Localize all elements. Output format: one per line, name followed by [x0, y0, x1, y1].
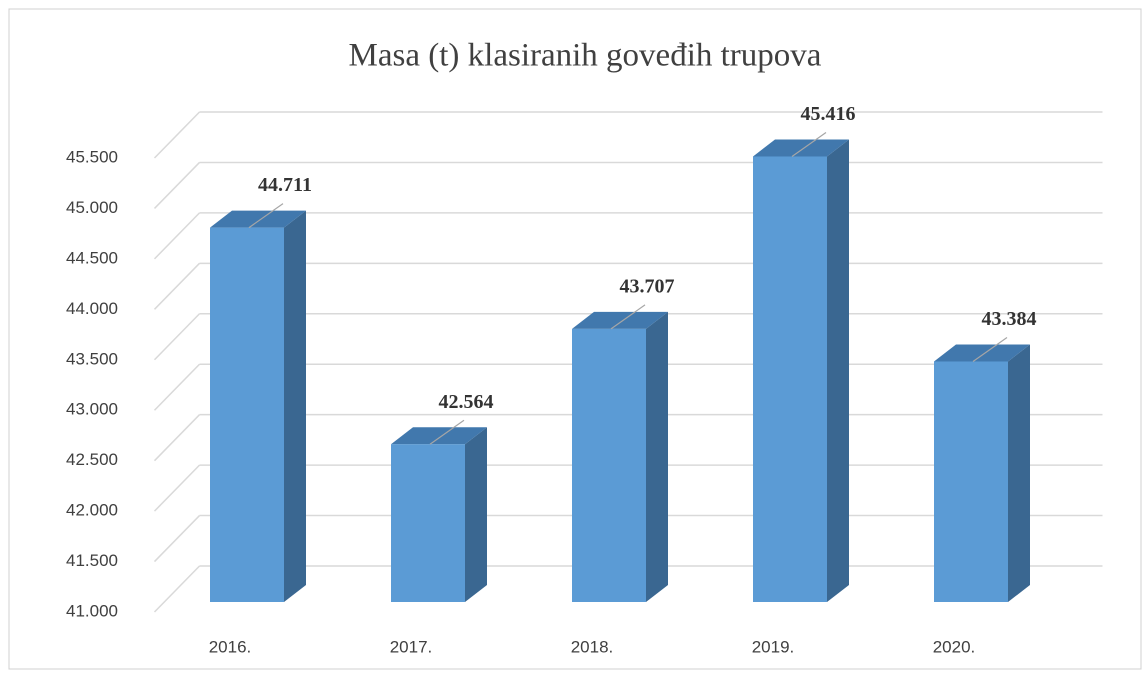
bar-side	[284, 210, 306, 603]
bar-top	[753, 139, 849, 157]
data-label: 45.416	[801, 103, 856, 125]
y-tick-label: 42.500	[66, 450, 118, 469]
chart-title: Masa (t) klasiranih goveđih trupova	[349, 38, 822, 74]
y-tick-label: 42.000	[66, 501, 118, 520]
bar	[572, 328, 646, 602]
bar-top	[391, 427, 487, 445]
y-tick-label: 45.000	[66, 198, 118, 217]
leader-line	[791, 131, 827, 157]
data-label: 43.384	[982, 308, 1037, 330]
y-tick-label: 43.000	[66, 400, 118, 419]
bar-side	[1008, 344, 1030, 602]
data-label: 43.707	[620, 275, 675, 297]
y-tick-label: 41.000	[66, 601, 118, 620]
bar-top	[572, 311, 668, 329]
bar-top	[934, 344, 1030, 362]
grid-line-side	[153, 414, 201, 462]
bar-side	[465, 427, 487, 602]
x-tick-label: 2017.	[390, 637, 433, 656]
grid-line-side	[153, 565, 201, 613]
bar	[210, 227, 284, 603]
y-tick-label: 44.500	[66, 248, 118, 267]
leader-line	[248, 203, 284, 229]
x-tick-label: 2016.	[209, 637, 252, 656]
x-tick-label: 2019.	[752, 637, 795, 656]
data-label: 44.711	[258, 174, 312, 196]
grid-line-side	[153, 363, 201, 411]
grid-line-side	[153, 515, 201, 563]
bar-top	[210, 210, 306, 228]
grid-line-side	[153, 111, 201, 159]
bar	[934, 361, 1008, 602]
leader-line	[972, 336, 1008, 362]
y-tick-label: 41.500	[66, 551, 118, 570]
bar-side	[646, 311, 668, 602]
bar	[753, 156, 827, 602]
data-label: 42.564	[439, 391, 494, 413]
x-tick-label: 2020.	[933, 637, 976, 656]
grid-line-side	[153, 212, 201, 260]
leader-line	[429, 419, 465, 445]
grid-line-side	[153, 464, 201, 512]
grid-line-side	[153, 161, 201, 209]
bar	[391, 444, 465, 602]
y-tick-label: 43.500	[66, 349, 118, 368]
leader-line	[610, 304, 646, 330]
x-tick-label: 2018.	[571, 637, 614, 656]
bar-side	[827, 139, 849, 602]
grid-line-side	[153, 313, 201, 361]
y-tick-label: 45.500	[66, 147, 118, 166]
grid-line-side	[153, 262, 201, 310]
y-tick-label: 44.000	[66, 299, 118, 318]
